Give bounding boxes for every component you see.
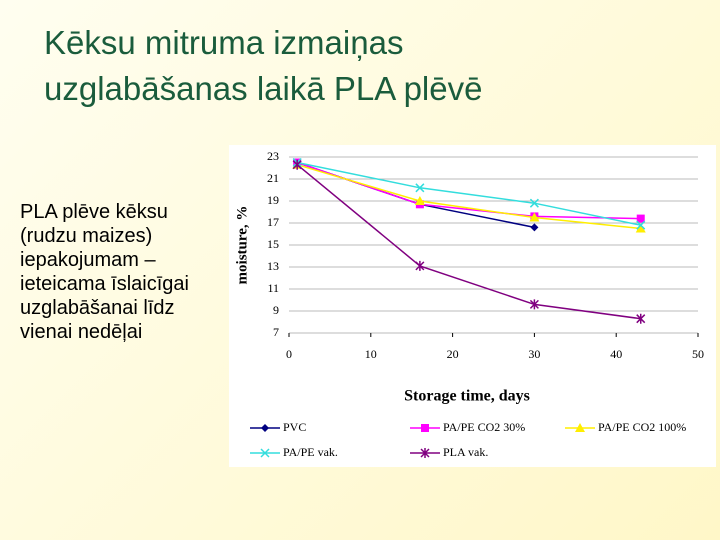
slide-text: PLA plēve kēksu (rudzu maizes) iepakojum… [20,201,189,343]
y-tick-label: 13 [267,259,279,273]
marker [421,424,429,432]
marker [636,214,645,223]
marker [636,220,646,230]
x-tick-label: 10 [365,347,377,361]
y-tick-label: 11 [267,281,279,295]
y-tick-label: 19 [267,193,279,207]
x-tick-label: 0 [286,347,292,361]
y-tick-label: 9 [273,303,279,317]
legend-label: PA/PE CO2 30% [443,420,525,434]
marker [636,313,646,324]
x-tick-label: 30 [528,347,540,361]
marker [529,212,540,222]
y-tick-label: 15 [267,237,279,251]
legend-label: PLA vak. [443,445,488,459]
marker [415,260,425,271]
marker [530,223,539,232]
marker [635,223,646,233]
y-tick-label: 23 [267,149,279,163]
marker [261,424,269,432]
marker [529,198,539,208]
legend-label: PA/PE CO2 100% [598,420,686,434]
marker [292,159,302,170]
marker [260,448,270,458]
x-tick-label: 20 [447,347,459,361]
y-axis-label: moisture, % [234,206,250,285]
series-line [297,161,641,226]
x-tick-label: 40 [610,347,622,361]
marker [529,299,539,310]
marker [575,423,585,432]
y-tick-label: 21 [267,171,279,185]
chart-background [229,145,716,467]
title-line: uzglabāšanas laikā PLA plēvē [44,70,483,107]
x-axis-label: Storage time, days [404,388,530,405]
legend-label: PA/PE vak. [283,445,338,459]
marker [420,448,430,458]
marker [415,183,425,193]
y-tick-label: 17 [267,215,279,229]
x-tick-label: 50 [692,347,704,361]
legend-label: PVC [283,420,306,434]
y-tick-label: 7 [273,325,279,339]
slide-title: Kēksu mitruma izmaiņas uzglabāšanas laik… [44,20,482,112]
series-line [296,163,641,230]
series-line [296,164,641,320]
marker [414,196,425,205]
title-line: Kēksu mitruma izmaiņas [44,24,404,61]
